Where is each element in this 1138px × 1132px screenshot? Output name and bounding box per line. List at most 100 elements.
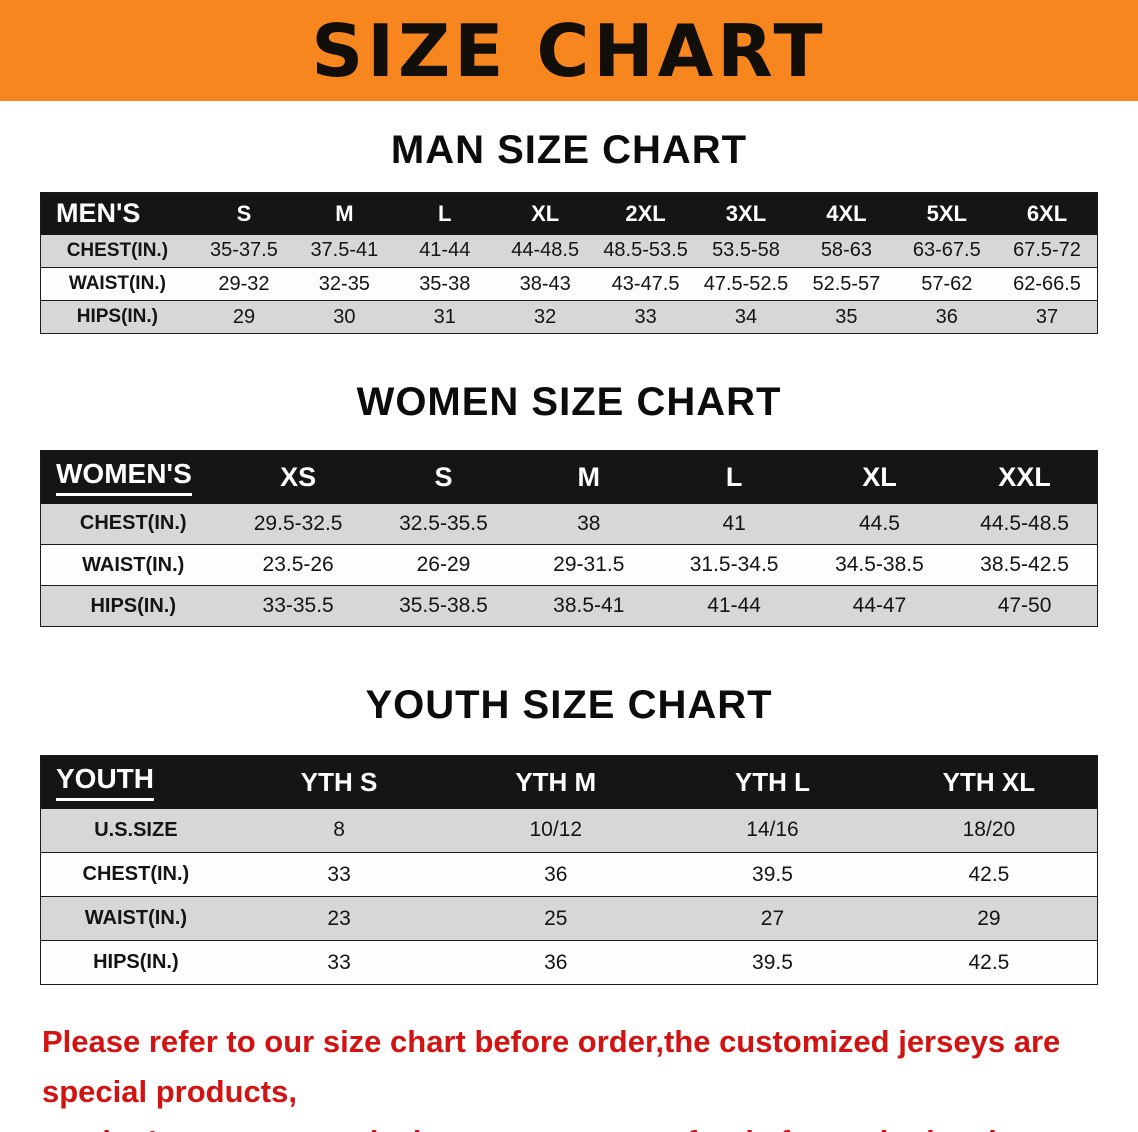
size-column-header: L: [725, 461, 743, 492]
value-cell: 35.5-38.5: [399, 594, 488, 617]
men-section-heading: MAN SIZE CHART: [390, 128, 748, 172]
measurement-row: CHEST(IN.) 35-37.5 37.5-41 41-44 44-48.5 48.5…: [40, 234, 1098, 268]
value-cell: 42.5: [968, 862, 1010, 886]
value-cell: 31: [433, 305, 456, 328]
size-column-header: 3XL: [725, 200, 767, 226]
value-cell: 58-63: [820, 239, 872, 262]
value-cell: 38.5-41: [553, 594, 625, 617]
value-cell: 23: [327, 906, 351, 930]
size-column-header: M: [577, 461, 601, 492]
value-cell: 35-38: [419, 272, 471, 295]
value-cell: 47.5-52.5: [703, 272, 789, 295]
men-size-chart-section: MAN SIZE CHART MEN'S S M L XL 2XL 3XL 4XL 5XL 6XL…: [0, 124, 1138, 334]
value-cell: 33: [327, 862, 351, 886]
women-table-wrapper: WOMEN'S XS S M L XL XXL CHEST(IN.) 29.5-32.5 32.5…: [0, 450, 1138, 627]
size-column-header: YTH S: [300, 766, 378, 797]
value-cell: 32-35: [318, 272, 370, 295]
value-cell: 27: [760, 906, 785, 930]
value-cell: 67.5-72: [1013, 239, 1081, 262]
value-cell: 44.5: [859, 511, 900, 535]
value-cell: 33-35.5: [262, 594, 334, 617]
size-column-header: 5XL: [926, 200, 967, 226]
row-label-cell: WAIST(IN.): [84, 907, 187, 929]
youth-table-wrapper: YOUTH YTH S YTH M YTH L YTH XL U.S.SIZE 8 10/12…: [0, 755, 1138, 985]
size-column-header: L: [438, 200, 452, 226]
women-section-heading: WOMEN SIZE CHART: [356, 380, 782, 424]
value-cell: 30: [333, 305, 356, 328]
row-label-cell: HIPS(IN.): [76, 306, 159, 327]
value-cell: 37: [1035, 305, 1059, 328]
value-cell: 41-44: [419, 239, 471, 262]
table-title-label: MEN'S: [56, 198, 141, 229]
value-cell: 48.5-53.5: [603, 239, 688, 262]
value-cell: 18/20: [962, 818, 1016, 842]
value-cell: 44-48.5: [511, 239, 580, 262]
value-cell: 29-32: [218, 272, 270, 295]
size-column-header: YTH XL: [942, 766, 1036, 797]
value-cell: 63-67.5: [912, 239, 981, 262]
table-header-row: MEN'S S M L XL 2XL 3XL 4XL 5XL 6XL: [40, 192, 1098, 235]
row-label-cell: HIPS(IN.): [90, 594, 177, 617]
table-title-label: WOMEN'S: [56, 458, 192, 497]
value-cell: 36: [544, 950, 568, 974]
women-size-chart-section: WOMEN SIZE CHART WOMEN'S XS S M L XL XXL CHEST(…: [0, 376, 1138, 627]
value-cell: 32: [534, 305, 557, 328]
value-cell: 31.5-34.5: [689, 553, 779, 576]
value-cell: 35-37.5: [210, 239, 278, 262]
row-label-cell: CHEST(IN.): [66, 239, 169, 261]
value-cell: 43-47.5: [611, 272, 680, 295]
measurement-row: WAIST(IN.) 23 25 27 29: [40, 896, 1098, 941]
table-header-row: YOUTH YTH S YTH M YTH L YTH XL: [40, 755, 1098, 809]
men-size-table: MEN'S S M L XL 2XL 3XL 4XL 5XL 6XL CHEST(IN.) 35-37…: [40, 192, 1098, 334]
disclaimer-text: Please refer to our size chart before or…: [0, 1017, 1138, 1132]
size-column-header: 2XL: [625, 200, 666, 226]
value-cell: 38-43: [519, 272, 571, 295]
value-cell: 53.5-58: [712, 239, 780, 262]
youth-size-chart-section: YOUTH SIZE CHART YOUTH YTH S YTH M YTH L YTH…: [0, 679, 1138, 985]
value-cell: 57-62: [921, 272, 973, 295]
row-label-cell: U.S.SIZE: [94, 818, 178, 841]
value-cell: 44.5-48.5: [980, 511, 1069, 535]
table-title-cell: WOMEN'S: [41, 451, 226, 504]
value-cell: 10/12: [529, 818, 583, 842]
value-cell: 26-29: [416, 553, 471, 576]
value-cell: 41-44: [707, 594, 761, 617]
measurement-row: HIPS(IN.) 33 36 39.5 42.5: [40, 940, 1098, 985]
measurement-row: U.S.SIZE 8 10/12 14/16 18/20: [40, 808, 1098, 853]
men-table-wrapper: MEN'S S M L XL 2XL 3XL 4XL 5XL 6XL CHEST(IN.) 35-37…: [0, 192, 1138, 334]
value-cell: 39.5: [752, 862, 793, 886]
size-column-header: YTH L: [734, 766, 811, 797]
value-cell: 23.5-26: [262, 553, 334, 576]
table-header-row: WOMEN'S XS S M L XL XXL: [40, 450, 1098, 504]
value-cell: 41: [722, 511, 746, 535]
value-cell: 37.5-41: [310, 239, 379, 262]
measurement-row: HIPS(IN.) 29 30 31 32 33 34 35 36 37: [40, 300, 1098, 334]
size-column-header: XS: [280, 461, 317, 492]
value-cell: 35: [835, 305, 858, 328]
row-label-cell: HIPS(IN.): [93, 951, 179, 973]
row-label-cell: CHEST(IN.): [79, 512, 187, 535]
value-cell: 33: [634, 305, 657, 328]
value-cell: 33: [327, 950, 351, 974]
youth-section-heading: YOUTH SIZE CHART: [365, 683, 773, 727]
measurement-row: CHEST(IN.) 33 36 39.5 42.5: [40, 852, 1098, 897]
row-label-cell: WAIST(IN.): [82, 553, 185, 576]
size-column-header: 4XL: [826, 200, 867, 226]
size-column-header: M: [335, 200, 354, 226]
size-column-header: XL: [862, 461, 897, 492]
value-cell: 47-50: [997, 594, 1052, 617]
value-cell: 29: [232, 305, 256, 328]
measurement-row: WAIST(IN.) 29-32 32-35 35-38 38-43 43-47.5 47.…: [40, 267, 1098, 301]
value-cell: 14/16: [746, 818, 799, 842]
size-column-header: XL: [531, 200, 560, 226]
value-cell: 42.5: [968, 950, 1010, 974]
row-label-cell: WAIST(IN.): [68, 273, 166, 294]
value-cell: 36: [935, 305, 958, 328]
value-cell: 44-47: [852, 594, 907, 617]
value-cell: 62-66.5: [1013, 272, 1081, 295]
measurement-row: CHEST(IN.) 29.5-32.5 32.5-35.5 38 41 44.5 44.5…: [40, 503, 1098, 545]
value-cell: 29-31.5: [553, 553, 625, 576]
size-column-header: S: [434, 461, 453, 492]
size-column-header: 6XL: [1026, 200, 1068, 226]
table-title-cell: MEN'S: [41, 193, 194, 235]
